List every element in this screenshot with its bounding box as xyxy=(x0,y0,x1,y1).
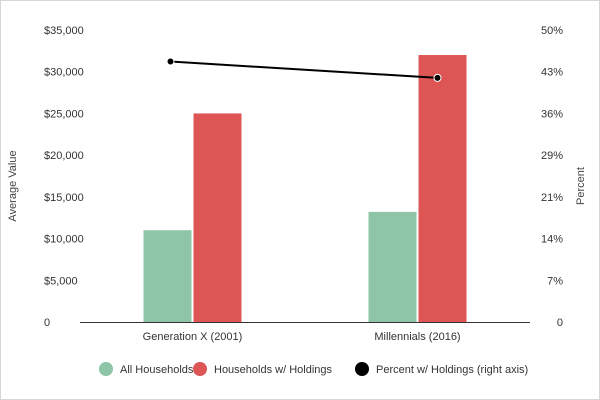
y-tick-label: $25,000 xyxy=(44,108,84,120)
y-tick-label: 0 xyxy=(44,317,50,329)
y-tick-label: $30,000 xyxy=(44,67,84,79)
y2-tick-label: 21% xyxy=(541,192,563,204)
y2-tick-label: 14% xyxy=(541,234,563,246)
category-labels: Generation X (2001) Millennials (2016) xyxy=(143,331,461,343)
y2-tick-label: 43% xyxy=(541,67,563,79)
y-tick-label: $15,000 xyxy=(44,192,84,204)
y-tick-label: $5,000 xyxy=(44,275,78,287)
legend-item-percent-w-holdings-right-axis-[interactable]: Percent w/ Holdings (right axis) xyxy=(355,362,528,376)
x-tick-label: Generation X (2001) xyxy=(143,331,243,343)
y2-tick-label: 0 xyxy=(557,317,563,329)
legend-swatch xyxy=(355,362,369,376)
legend-swatch xyxy=(193,362,207,376)
legend-swatch xyxy=(99,362,113,376)
legend-label: Percent w/ Holdings (right axis) xyxy=(376,364,528,376)
percent-line-path xyxy=(170,60,438,79)
bar-households-w-holdings-0[interactable] xyxy=(193,113,242,322)
bar-all-households-0[interactable] xyxy=(143,230,192,322)
y2-tick-label: 36% xyxy=(541,108,563,120)
y2-tick-label: 7% xyxy=(547,275,563,287)
legend[interactable]: All Households Households w/ Holdings Perc… xyxy=(99,362,528,376)
y2-axis-title: Percent xyxy=(575,167,587,205)
y-tick-label: $20,000 xyxy=(44,150,84,162)
percent-line xyxy=(166,57,442,82)
bar-households-w-holdings-1[interactable] xyxy=(418,55,467,323)
legend-label: All Households xyxy=(120,364,194,376)
right-axis-ticks: 0 7% 14% 21% 29% 36% 43% 50% xyxy=(541,25,563,329)
x-tick-label: Millennials (2016) xyxy=(374,331,460,343)
y-tick-label: $10,000 xyxy=(44,234,84,246)
bar-all-households-1[interactable] xyxy=(368,211,417,322)
y-tick-label: $35,000 xyxy=(44,25,84,37)
legend-item-households-w-holdings[interactable]: Households w/ Holdings xyxy=(193,362,333,376)
y-axis-title: Average Value xyxy=(7,150,19,221)
percent-point-1[interactable] xyxy=(433,73,442,82)
bars xyxy=(143,55,467,323)
percent-point-0[interactable] xyxy=(166,57,175,66)
legend-item-all-households[interactable]: All Households xyxy=(99,362,194,376)
y2-tick-label: 29% xyxy=(541,150,563,162)
legend-label: Households w/ Holdings xyxy=(214,364,333,376)
left-axis-ticks: 0 $5,000 $10,000 $15,000 $20,000 $25,000 $30,0… xyxy=(44,25,84,329)
y2-tick-label: 50% xyxy=(541,25,563,37)
